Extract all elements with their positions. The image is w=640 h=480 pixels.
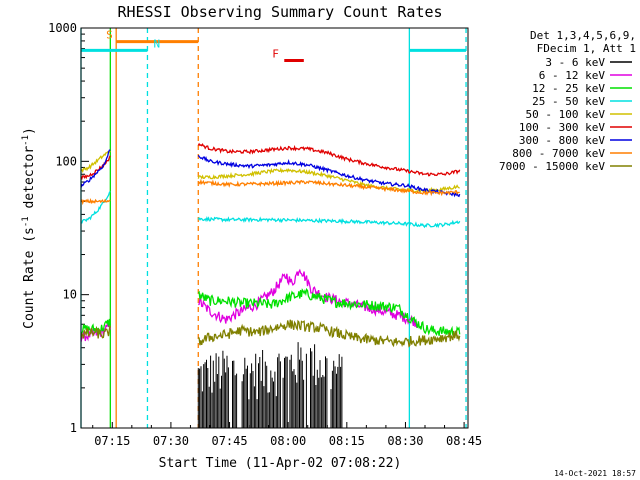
x-tick-label: 07:30 [153, 434, 189, 448]
legend-entry-label: 300 - 800 keV [519, 134, 605, 147]
y-tick-label: 1 [70, 421, 77, 435]
legend-header: FDecim 1, Att 1 [537, 42, 636, 55]
series-line [81, 155, 111, 181]
legend-entry-label: 3 - 6 keV [545, 56, 605, 69]
series-line [197, 342, 343, 428]
x-tick-label: 07:45 [211, 434, 247, 448]
y-axis-label: Count Rate (s-1 detector-1) [21, 127, 37, 329]
series-line [81, 325, 111, 340]
x-axis-label: Start Time (11-Apr-02 07:08:22) [159, 456, 402, 471]
series-group [81, 142, 461, 428]
flag-label: F [272, 48, 279, 61]
vertical-markers [80, 28, 467, 428]
y-tick-label: 10 [63, 288, 77, 302]
x-tick-label: 08:30 [387, 434, 423, 448]
chart-title: RHESSI Observing Summary Count Rates [117, 3, 442, 21]
footer-date: 14-Oct-2021 18:57 [554, 469, 636, 478]
x-tick-label: 08:00 [270, 434, 306, 448]
series-line [197, 287, 461, 339]
legend-header: Det 1,3,4,5,6,9, [530, 29, 636, 42]
legend-entry-label: 25 - 50 keV [532, 95, 605, 108]
series-line [197, 167, 460, 194]
series-line [81, 318, 111, 335]
series-line [197, 154, 461, 198]
legend-entry-label: 800 - 7000 keV [512, 147, 605, 160]
legend-entry-label: 7000 - 15000 keV [499, 160, 605, 173]
legend-entry-label: 50 - 100 keV [526, 108, 606, 121]
series-line [81, 197, 111, 206]
series-line [197, 178, 460, 197]
y-tick-label: 100 [55, 154, 77, 168]
legend: Det 1,3,4,5,6,9,FDecim 1, Att 13 - 6 keV… [499, 29, 636, 173]
series-line [198, 268, 419, 328]
y-tick-labels: 1 10 100 1000 [48, 21, 77, 435]
plot-frame [80, 27, 469, 429]
flag-label: S [106, 29, 113, 42]
series-line [197, 215, 461, 229]
x-tick-label: 08:45 [446, 434, 482, 448]
legend-entry-label: 6 - 12 keV [539, 69, 606, 82]
series-line [81, 150, 111, 174]
series-line [197, 319, 461, 348]
series-line [197, 142, 461, 177]
x-tick-label: 07:15 [94, 434, 130, 448]
legend-entry-label: 100 - 300 keV [519, 121, 605, 134]
y-tick-label: 1000 [48, 21, 77, 35]
x-tick-labels: 07:15 07:30 07:45 08:00 08:15 08:30 08:45 [94, 434, 482, 448]
legend-entry-label: 12 - 25 keV [532, 82, 605, 95]
flag-label: N [153, 37, 160, 50]
flag-bars: S N F [81, 29, 467, 63]
series-line [81, 149, 111, 188]
x-tick-label: 08:15 [329, 434, 365, 448]
